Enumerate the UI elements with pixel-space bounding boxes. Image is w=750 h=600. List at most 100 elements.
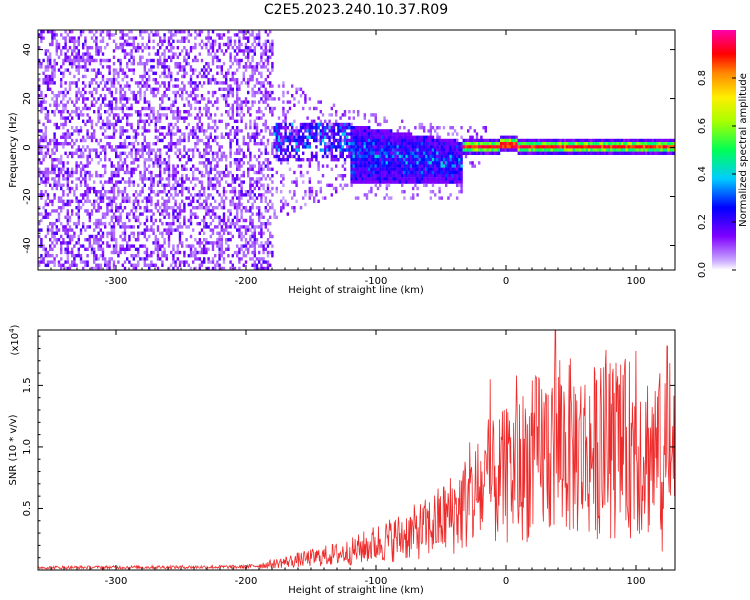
- heatmap-cell: [178, 241, 182, 245]
- heatmap-cell: [170, 225, 173, 229]
- heatmap-cell: [145, 257, 149, 261]
- heatmap-cell: [167, 199, 171, 203]
- heatmap-cell: [97, 174, 100, 178]
- heatmap-cell: [115, 87, 118, 91]
- heatmap-cell: [229, 222, 232, 226]
- heatmap-cell: [216, 231, 219, 235]
- heatmap-cell: [209, 177, 212, 181]
- heatmap-cell: [299, 94, 303, 98]
- heatmap-cell: [150, 58, 153, 63]
- heatmap-cell: [101, 215, 105, 219]
- heatmap-cell: [189, 148, 193, 152]
- heatmap-cell: [249, 126, 252, 130]
- heatmap-cell: [46, 202, 50, 207]
- heatmap-cell: [352, 142, 355, 146]
- heatmap-cell: [335, 113, 338, 117]
- heatmap-cell: [117, 116, 120, 120]
- heatmap-cell: [253, 126, 256, 130]
- heatmap-cell: [143, 183, 146, 187]
- heatmap-cell: [46, 260, 50, 264]
- heatmap-cell: [185, 174, 188, 178]
- heatmap-cell: [57, 167, 61, 171]
- heatmap-cell: [141, 55, 144, 59]
- heatmap-cell: [64, 122, 67, 127]
- heatmap-cell: [460, 180, 463, 184]
- heatmap-cell: [79, 257, 83, 261]
- heatmap-cell: [253, 180, 256, 184]
- heatmap-cell: [365, 129, 369, 133]
- heatmap-cell: [348, 138, 351, 143]
- heatmap-cell: [145, 62, 149, 66]
- heatmap-cell: [112, 132, 116, 136]
- heatmap-cell: [137, 231, 140, 235]
- heatmap-cell: [95, 46, 98, 50]
- heatmap-cell: [381, 145, 384, 149]
- heatmap-cell: [112, 193, 116, 197]
- heatmap-cell: [130, 78, 133, 82]
- heatmap-cell: [56, 270, 58, 273]
- heatmap-cell: [407, 167, 410, 171]
- heatmap-cell: [423, 167, 426, 171]
- heatmap-cell: [240, 247, 243, 251]
- heatmap-cell: [440, 164, 443, 168]
- heatmap-cell: [244, 254, 248, 258]
- heatmap-cell: [60, 206, 63, 210]
- heatmap-cell: [236, 161, 239, 165]
- heatmap-cell: [394, 132, 397, 136]
- heatmap-cell: [438, 190, 441, 194]
- heatmap-cell: [214, 81, 217, 85]
- heatmap-cell: [427, 164, 430, 168]
- heatmap-cell: [148, 199, 151, 203]
- heatmap-cell: [269, 167, 272, 171]
- heatmap-cell: [154, 119, 157, 123]
- heatmap-cell: [139, 94, 142, 98]
- heatmap-cell: [62, 225, 65, 229]
- heatmap-cell: [194, 55, 197, 59]
- heatmap-cell: [341, 177, 344, 181]
- heatmap-cell: [229, 151, 232, 155]
- heatmap-cell: [154, 161, 157, 165]
- heatmap-cell: [126, 65, 129, 69]
- heatmap-cell: [73, 46, 76, 50]
- heatmap-cell: [350, 158, 353, 162]
- heatmap-cell: [233, 42, 237, 47]
- heatmap-cell: [58, 270, 60, 273]
- heatmap-cell: [271, 142, 274, 146]
- heatmap-cell: [412, 196, 415, 200]
- heatmap-cell: [62, 164, 65, 168]
- heatmap-cell: [357, 138, 360, 143]
- heatmap-cell: [277, 148, 281, 152]
- heatmap-cell: [108, 202, 111, 207]
- heatmap-cell: [357, 170, 360, 175]
- heatmap-cell: [143, 206, 146, 210]
- heatmap-cell: [354, 177, 358, 181]
- heatmap-cell: [53, 257, 56, 261]
- heatmap-cell: [238, 151, 241, 155]
- heatmap-cell: [101, 145, 105, 149]
- heatmap-cell: [194, 94, 197, 98]
- heatmap-cell: [260, 46, 263, 50]
- heatmap-cell: [286, 145, 289, 149]
- heatmap-cell: [414, 180, 417, 184]
- heatmap-cell: [361, 170, 364, 175]
- heatmap-cell: [163, 158, 166, 162]
- heatmap-cell: [198, 206, 201, 210]
- heatmap-cell: [49, 228, 52, 232]
- heatmap-cell: [238, 260, 241, 264]
- heatmap-cell: [161, 202, 164, 207]
- heatmap-cell: [233, 119, 237, 123]
- heatmap-cell: [57, 42, 61, 47]
- heatmap-cell: [170, 222, 173, 226]
- heatmap-cell: [51, 199, 54, 203]
- heatmap-cell: [266, 81, 270, 85]
- heatmap-cell: [220, 206, 223, 210]
- heatmap-cell: [271, 174, 274, 178]
- heatmap-cell: [436, 138, 439, 143]
- heatmap-cell: [77, 36, 80, 40]
- heatmap-cell: [403, 167, 406, 171]
- heatmap-cell: [203, 68, 206, 72]
- heatmap-cell: [242, 142, 245, 146]
- heatmap-cell: [73, 190, 76, 194]
- heatmap-cell: [214, 186, 217, 191]
- heatmap-cell: [101, 174, 105, 178]
